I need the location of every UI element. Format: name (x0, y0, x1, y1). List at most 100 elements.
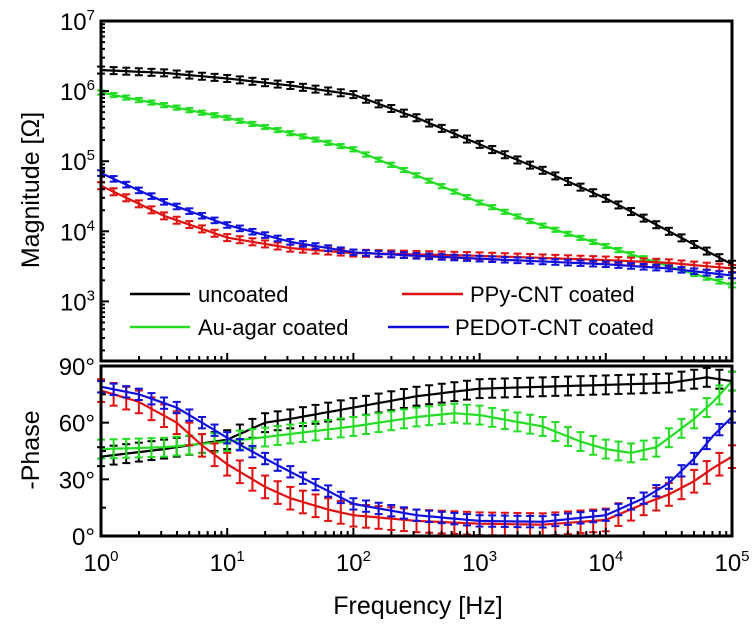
magnitude-errorbar-au-agar-coated (614, 246, 623, 254)
magnitude-errorbar-au-agar-coated (576, 234, 585, 242)
phase-errorbar-pedot-cnt-coated (399, 506, 408, 520)
phase-errorbar-au-agar-coated (336, 417, 345, 439)
magnitude-errorbar-uncoated (261, 78, 270, 88)
phase-errorbar-au-agar-coated (538, 416, 547, 437)
phase-errorbar-pedot-cnt-coated (475, 514, 484, 528)
magnitude-errorbar-pedot-cnt-coated (462, 254, 471, 262)
phase-errorbar-ppy-cnt-coated (223, 451, 232, 477)
magnitude-y-tick-label: 104 (60, 217, 95, 246)
magnitude-errorbar-uncoated (677, 233, 686, 243)
magnitude-errorbar-au-agar-coated (589, 238, 598, 246)
magnitude-errorbar-uncoated (172, 69, 181, 79)
magnitude-errorbar-pedot-cnt-coated (664, 264, 673, 273)
magnitude-series-au-agar-coated (97, 89, 736, 289)
magnitude-errorbar-uncoated (248, 76, 257, 86)
phase-errorbar-au-agar-coated (652, 436, 661, 458)
magnitude-errorbar-au-agar-coated (627, 251, 636, 258)
phase-errorbar-ppy-cnt-coated (690, 468, 699, 494)
phase-errorbar-pedot-cnt-coated (223, 431, 232, 445)
magnitude-errorbar-pedot-cnt-coated (197, 211, 206, 220)
magnitude-errorbar-uncoated (185, 70, 194, 80)
phase-errorbar-au-agar-coated (488, 406, 497, 428)
phase-errorbar-pedot-cnt-coated (462, 513, 471, 527)
phase-errorbar-au-agar-coated (639, 439, 648, 461)
magnitude-errorbar-pedot-cnt-coated (513, 256, 522, 265)
phase-errorbar-ppy-cnt-coated (273, 480, 282, 505)
phase-errorbar-ppy-cnt-coated (197, 433, 206, 458)
phase-errorbar-pedot-cnt-coated (374, 501, 383, 516)
magnitude-errorbar-au-agar-coated (425, 177, 434, 184)
phase-errorbar-au-agar-coated (437, 404, 446, 425)
magnitude-errorbar-au-agar-coated (488, 204, 497, 211)
magnitude-errorbar-uncoated (298, 82, 307, 92)
y-axis-label-phase: -Phase (17, 410, 45, 489)
magnitude-errorbar-pedot-cnt-coated (690, 267, 699, 276)
phase-errorbar-uncoated (425, 384, 434, 406)
magnitude-errorbar-uncoated (235, 75, 244, 85)
magnitude-errorbar-au-agar-coated (513, 213, 522, 220)
phase-errorbar-uncoated (677, 370, 686, 392)
phase-errorbar-uncoated (652, 372, 661, 394)
magnitude-errorbar-pedot-cnt-coated (412, 252, 421, 260)
phase-errorbar-ppy-cnt-coated (286, 485, 295, 511)
magnitude-errorbar-ppy-cnt-coated (134, 199, 143, 209)
magnitude-errorbar-pedot-cnt-coated (715, 270, 724, 278)
legend-label-ppy: PPy-CNT coated (470, 282, 635, 307)
magnitude-errorbar-uncoated (450, 129, 459, 139)
phase-errorbar-au-agar-coated (122, 437, 131, 459)
magnitude-errorbar-au-agar-coated (109, 91, 118, 99)
phase-errorbar-pedot-cnt-coated (261, 451, 270, 466)
magnitude-series-pedot-cnt-coated (97, 169, 736, 280)
x-tick-label: 102 (336, 548, 371, 577)
y-axis-label-magnitude: Magnitude [Ω] (17, 112, 45, 268)
phase-errorbar-ppy-cnt-coated (261, 474, 270, 500)
phase-errorbar-ppy-cnt-coated (185, 421, 194, 447)
magnitude-y-tick-label: 105 (60, 147, 95, 176)
magnitude-errorbar-uncoated (488, 145, 497, 155)
phase-errorbar-pedot-cnt-coated (286, 465, 295, 479)
phase-errorbar-pedot-cnt-coated (235, 438, 244, 452)
magnitude-errorbar-pedot-cnt-coated (248, 227, 257, 236)
magnitude-errorbar-pedot-cnt-coated (172, 202, 181, 211)
x-tick-label: 103 (462, 548, 497, 577)
magnitude-errorbar-ppy-cnt-coated (122, 193, 131, 203)
magnitude-errorbar-pedot-cnt-coated (235, 224, 244, 233)
phase-errorbar-uncoated (627, 373, 636, 395)
phase-errorbar-pedot-cnt-coated (652, 484, 661, 498)
magnitude-errorbar-pedot-cnt-coated (374, 249, 383, 258)
magnitude-errorbar-au-agar-coated (349, 146, 358, 153)
phase-errorbar-pedot-cnt-coated (488, 514, 497, 528)
phase-errorbar-au-agar-coated (311, 420, 320, 442)
phase-errorbar-ppy-cnt-coated (324, 497, 333, 522)
magnitude-y-tick-label: 106 (60, 77, 95, 106)
phase-errorbar-uncoated (450, 381, 459, 403)
magnitude-errorbar-uncoated (362, 94, 371, 104)
phase-errorbar-uncoated (551, 375, 560, 397)
magnitude-errorbar-uncoated (223, 73, 232, 83)
magnitude-errorbar-pedot-cnt-coated (538, 257, 547, 266)
magnitude-errorbar-ppy-cnt-coated (248, 237, 257, 247)
magnitude-errorbar-au-agar-coated (298, 133, 307, 140)
magnitude-errorbar-au-agar-coated (412, 172, 421, 179)
phase-errorbar-au-agar-coated (109, 438, 118, 460)
phase-errorbar-uncoated (513, 377, 522, 398)
magnitude-errorbar-uncoated (324, 86, 333, 96)
phase-errorbar-au-agar-coated (475, 404, 484, 426)
x-axis-label: Frequency [Hz] (333, 592, 503, 620)
phase-errorbar-uncoated (538, 376, 547, 398)
magnitude-errorbar-au-agar-coated (601, 242, 610, 250)
phase-errorbar-au-agar-coated (677, 417, 686, 439)
phase-errorbar-pedot-cnt-coated (589, 509, 598, 524)
phase-errorbar-uncoated (387, 390, 396, 412)
magnitude-errorbar-pedot-cnt-coated (526, 257, 535, 265)
magnitude-errorbar-pedot-cnt-coated (122, 180, 131, 189)
phase-errorbar-pedot-cnt-coated (551, 513, 560, 528)
phase-errorbar-au-agar-coated (324, 419, 333, 440)
phase-errorbar-ppy-cnt-coated (235, 459, 244, 485)
magnitude-errorbar-uncoated (702, 246, 711, 256)
magnitude-errorbar-uncoated (122, 66, 131, 76)
magnitude-errorbar-au-agar-coated (450, 188, 459, 195)
magnitude-errorbar-pedot-cnt-coated (639, 262, 648, 271)
magnitude-errorbar-uncoated (437, 123, 446, 133)
magnitude-errorbar-au-agar-coated (235, 117, 244, 124)
